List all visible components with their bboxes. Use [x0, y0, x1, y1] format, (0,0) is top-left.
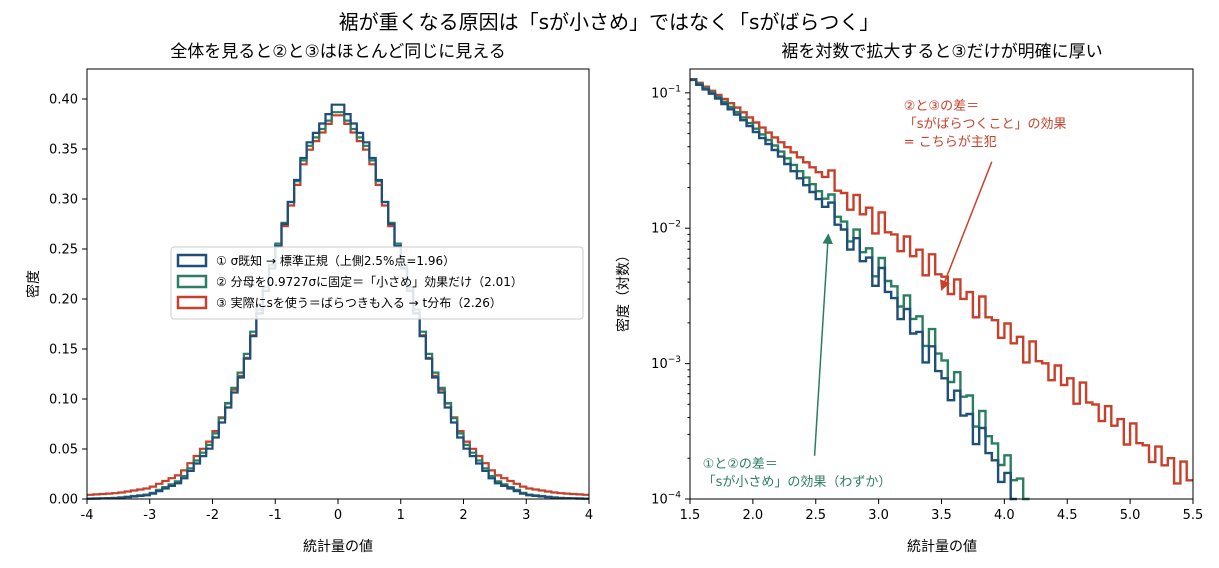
legend-swatch-known [176, 253, 208, 268]
right-x-tick-label: 1.5 [680, 508, 701, 523]
left-chart-title: 全体を見ると②と③はほとんど同じに見える [170, 42, 505, 62]
legend-label-fixed: ② 分母を0.9727σに固定＝「小さめ」効果だけ（2.01） [216, 274, 523, 289]
right-x-ticks: 1.5 2.0 2.5 3.0 3.5 4.0 4.5 5.0 5.5 [680, 499, 1204, 523]
right-y-axis-label: 密度（対数） [615, 248, 632, 332]
left-y-tick-label: 0.25 [49, 243, 78, 258]
right-y-tick-label: 10−1 [651, 84, 681, 101]
left-chart: 全体を見ると②と③はほとんど同じに見える -4 -3 -2 -1 0 1 2 3 4 0.000… [25, 42, 593, 555]
left-x-tick-label: 3 [522, 508, 530, 523]
annotation-arrow-0 [940, 161, 993, 291]
right-series-known [690, 78, 1017, 501]
right-x-tick-label: 2.5 [805, 508, 826, 523]
left-x-tick-label: 4 [585, 508, 593, 523]
right-annotations: ②と③の差＝「sがばらつくこと」の効果= こちらが主犯 ①と②の差＝「sが小さめ」… [703, 99, 1067, 490]
right-x-tick-label: 3.5 [931, 508, 952, 523]
left-x-tick-label: 0 [334, 508, 342, 523]
right-x-tick-label: 4.0 [994, 508, 1015, 523]
left-x-tick-label: -2 [206, 508, 219, 523]
left-y-ticks: 0.00 0.05 0.10 0.15 0.20 0.25 0.30 0.35 0.40 [49, 93, 87, 508]
annotation-arrow-1 [813, 233, 833, 456]
legend-label-known: ① σ既知 → 標準正規（上側2.5%点=1.96） [216, 253, 455, 268]
left-x-tick-label: -3 [143, 508, 156, 523]
left-y-tick-label: 0.20 [49, 293, 78, 308]
left-x-tick-label: -1 [269, 508, 282, 523]
right-chart-title: 裾を対数で拡大すると③だけが明確に厚い [781, 42, 1102, 62]
right-x-tick-label: 3.0 [868, 508, 889, 523]
left-x-axis-label: 統計量の値 [303, 539, 373, 555]
left-y-tick-label: 0.30 [49, 193, 78, 208]
left-x-tick-label: 1 [397, 508, 405, 523]
legend-box [170, 246, 584, 320]
figure-suptitle: 裾が重くなる原因は「sが小さめ」ではなく「sがばらつく」 [339, 10, 880, 34]
left-x-tick-label: -4 [81, 508, 94, 523]
right-y-tick-label: 10−4 [651, 491, 681, 508]
left-series-fixed [87, 111, 589, 500]
left-x-ticks: -4 -3 -2 -1 0 1 2 3 4 [81, 499, 593, 523]
right-x-tick-label: 5.5 [1183, 508, 1204, 523]
right-x-tick-label: 4.5 [1057, 508, 1078, 523]
right-x-tick-label: 2.0 [743, 508, 764, 523]
left-y-tick-label: 0.00 [49, 493, 78, 508]
left-series-known [87, 103, 589, 500]
right-x-axis-label: 統計量の値 [907, 539, 977, 555]
right-y-tick-label: 10−3 [651, 355, 681, 372]
right-series-tdist [690, 78, 1193, 485]
right-y-tick-label: 10−2 [651, 220, 681, 237]
left-y-tick-label: 0.35 [49, 143, 78, 158]
right-x-tick-label: 5.0 [1120, 508, 1141, 523]
legend-swatch-tdist [176, 295, 208, 310]
left-series-group [87, 103, 589, 500]
left-y-tick-label: 0.40 [49, 93, 78, 108]
right-y-ticks: 10−4 10−3 10−2 10−1 [651, 84, 690, 508]
left-x-tick-label: 2 [459, 508, 467, 523]
left-y-tick-label: 0.10 [49, 393, 78, 408]
right-chart: 裾を対数で拡大すると③だけが明確に厚い 1.5 2.0 2.5 3.0 3.5 4.0 4.… [615, 42, 1203, 555]
annotation-text-1: ①と②の差＝「sが小さめ」の効果（わずか） [703, 457, 892, 490]
legend: ① σ既知 → 標準正規（上側2.5%点=1.96） ② 分母を0.9727σに… [170, 246, 584, 320]
left-series-tdist [87, 114, 589, 496]
left-y-axis-label: 密度 [25, 270, 42, 298]
annotation-text-0: ②と③の差＝「sがばらつくこと」の効果= こちらが主犯 [904, 99, 1067, 150]
left-y-tick-label: 0.15 [49, 343, 78, 358]
legend-swatch-fixed [176, 274, 208, 289]
right-series-group [690, 78, 1193, 501]
legend-label-tdist: ③ 実際にsを使う＝ばらつきも入る → t分布（2.26） [216, 295, 502, 310]
left-y-tick-label: 0.05 [49, 443, 78, 458]
